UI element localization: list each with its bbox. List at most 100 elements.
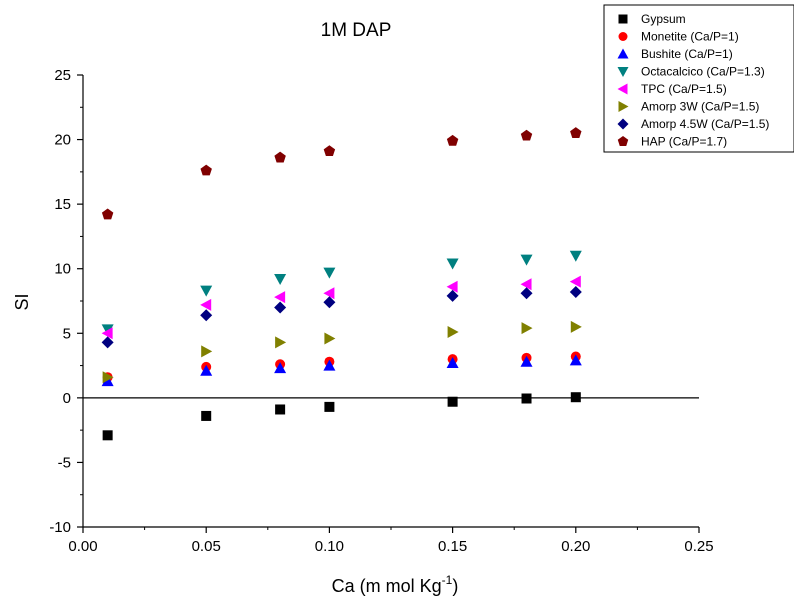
data-point	[570, 320, 582, 333]
data-point	[323, 296, 336, 309]
data-point	[102, 371, 114, 384]
data-point	[101, 327, 113, 340]
x-axis-title-end: )	[452, 576, 458, 596]
legend-marker	[617, 118, 629, 130]
legend-label: Amorp 3W (Ca/P=1.5)	[641, 100, 759, 114]
data-point	[274, 362, 287, 374]
data-point	[520, 278, 532, 291]
data-point	[569, 275, 581, 288]
data-point	[447, 325, 459, 338]
data-point	[274, 301, 287, 314]
data-point	[569, 354, 582, 366]
data-point	[101, 336, 114, 349]
data-point	[102, 430, 113, 441]
y-ticks: -10 -5 0 5 10 15 20 25	[49, 67, 83, 536]
x-axis-title-base: Ca (m mol Kg	[332, 576, 442, 596]
y-tick-label: -5	[58, 454, 71, 471]
data-point	[521, 322, 533, 335]
data-point	[323, 359, 336, 371]
x-tick-label: 0.10	[315, 538, 344, 555]
legend-marker	[617, 48, 629, 59]
series-7	[101, 127, 582, 220]
legend-label: Monetite (Ca/P=1)	[641, 30, 739, 44]
data-point	[323, 267, 336, 279]
y-axis-title: SI	[12, 293, 32, 310]
y-tick-label: 25	[54, 67, 71, 84]
y-tick-label: 20	[54, 132, 71, 149]
data-point	[570, 127, 582, 138]
y-tick-label: 15	[54, 196, 71, 213]
legend-marker	[617, 83, 628, 95]
legend-label: HAP (Ca/P=1.7)	[641, 135, 727, 149]
series-2	[101, 354, 582, 387]
legend: Gypsum Monetite (Ca/P=1) Bushite (Ca/P=1) O…	[603, 4, 794, 153]
y-tick-label: 5	[63, 325, 71, 342]
data-point	[520, 355, 533, 367]
data-point	[275, 336, 287, 349]
x-ticks: 0.00 0.05 0.10 0.15 0.20 0.25	[68, 527, 714, 555]
x-tick-label: 0.25	[684, 538, 713, 555]
data-point	[569, 250, 582, 262]
y-tick-label: -10	[49, 519, 71, 536]
data-point	[200, 309, 213, 322]
data-point	[101, 375, 114, 387]
legend-label: Gypsum	[641, 12, 686, 26]
legend-label: TPC (Ca/P=1.5)	[641, 82, 727, 96]
legend-marker	[617, 67, 629, 77]
x-tick-label: 0.00	[68, 538, 97, 555]
series-6	[101, 285, 582, 349]
data-point	[446, 356, 459, 368]
data-point	[569, 285, 582, 298]
data-point	[201, 410, 212, 421]
legend-marker	[617, 136, 629, 146]
data-point	[446, 134, 459, 146]
data-point	[446, 280, 458, 293]
data-point	[200, 285, 213, 297]
data-point	[446, 289, 459, 302]
data-point	[200, 298, 212, 311]
legend-marker	[618, 32, 628, 41]
series-0	[102, 392, 581, 441]
y-tick-label: 10	[54, 261, 71, 278]
data-point	[200, 364, 213, 376]
data-point	[274, 151, 286, 163]
series-5	[102, 320, 582, 384]
data-point	[274, 274, 287, 286]
data-point	[101, 324, 114, 336]
data-point	[323, 287, 335, 300]
data-point	[323, 145, 336, 157]
data-point	[570, 392, 581, 403]
x-axis-title-sup: -1	[442, 573, 453, 587]
x-tick-label: 0.20	[561, 538, 590, 555]
y-tick-label: 0	[63, 390, 71, 407]
x-axis-title: Ca (m mol Kg-1)	[332, 573, 459, 596]
legend-box	[603, 4, 794, 153]
x-tick-label: 0.05	[192, 538, 221, 555]
series-3	[101, 250, 582, 336]
data-point	[521, 393, 532, 404]
data-point	[101, 208, 114, 220]
legend-items: Gypsum Monetite (Ca/P=1) Bushite (Ca/P=1) O…	[617, 12, 769, 149]
legend-label: Bushite (Ca/P=1)	[641, 47, 733, 61]
legend-marker	[618, 14, 628, 24]
data-point	[520, 129, 533, 141]
data-points	[101, 127, 582, 441]
data-point	[520, 287, 533, 300]
x-tick-label: 0.15	[438, 538, 467, 555]
data-point	[274, 291, 286, 304]
legend-marker	[618, 101, 629, 112]
legend-label: Octacalcico (Ca/P=1.3)	[641, 65, 765, 79]
data-point	[275, 404, 286, 415]
data-point	[200, 164, 212, 176]
legend-label: Amorp 4.5W (Ca/P=1.5)	[641, 117, 769, 131]
data-point	[520, 254, 533, 266]
data-point	[447, 396, 458, 407]
series-4	[101, 275, 581, 340]
data-point	[446, 258, 459, 270]
chart-title: 1M DAP	[321, 20, 392, 41]
series-1	[102, 351, 581, 383]
data-point	[201, 345, 213, 358]
data-point	[324, 332, 336, 345]
data-point	[324, 401, 335, 412]
